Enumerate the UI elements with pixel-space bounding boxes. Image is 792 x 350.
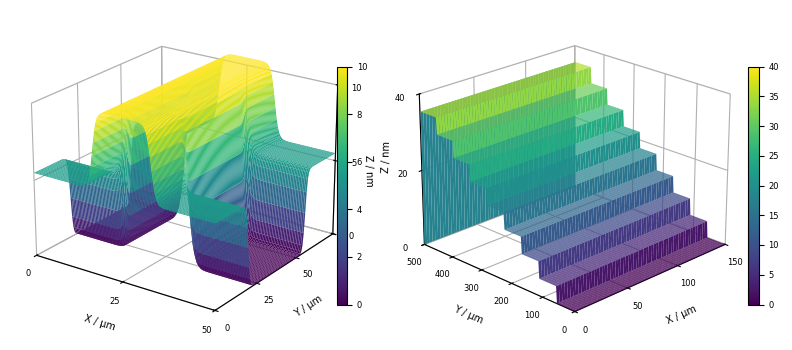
X-axis label: X / μm: X / μm bbox=[664, 304, 698, 326]
X-axis label: X / μm: X / μm bbox=[83, 313, 116, 332]
Y-axis label: Y / μm: Y / μm bbox=[452, 304, 485, 326]
Y-axis label: Y / μm: Y / μm bbox=[293, 293, 325, 319]
